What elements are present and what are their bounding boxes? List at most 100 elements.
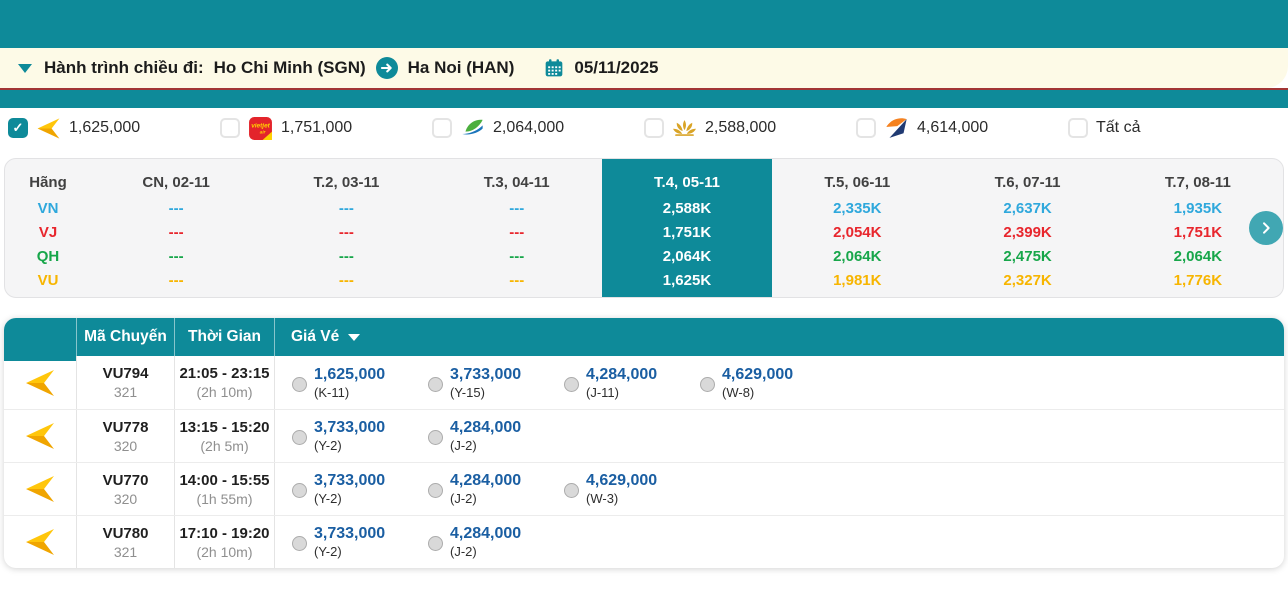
fare-option[interactable]: 4,284,000 (J-2) [428, 472, 564, 506]
checkbox[interactable] [1068, 118, 1088, 138]
fare-option[interactable]: 3,733,000 (Y-15) [428, 366, 564, 400]
fare-price: 3,733,000 [314, 419, 386, 436]
header-tab-extension [4, 356, 76, 361]
matrix-price-selected: 2,588K [662, 200, 712, 217]
matrix-price: --- [168, 248, 184, 265]
fare-class: (J-2) [450, 438, 477, 453]
matrix-header-day-selected[interactable]: T.4, 05-11 [654, 174, 720, 191]
fare-radio[interactable] [564, 483, 579, 498]
matrix-airline-code: VU [37, 272, 59, 289]
filter-vietnam-airlines[interactable]: 2,588,000 [644, 116, 856, 141]
svg-text:air: air [260, 129, 267, 134]
checkbox[interactable] [644, 118, 664, 138]
flight-row: VU780 321 17:10 - 19:20 (2h 10m) 3,733,0… [4, 515, 1284, 568]
flight-duration: (1h 55m) [196, 490, 253, 507]
flight-time: 21:05 - 23:15 [179, 365, 270, 382]
fare-radio[interactable] [428, 376, 443, 392]
vietjet-logo-icon: vietjet air [248, 116, 273, 141]
matrix-price: --- [509, 224, 525, 241]
aircraft-type: 321 [113, 543, 138, 560]
fare-option[interactable]: 1,625,000 (K-11) [292, 366, 428, 400]
fare-radio[interactable] [292, 483, 307, 498]
matrix-header-day[interactable]: CN, 02-11 [142, 174, 210, 191]
matrix-header-day[interactable]: T.2, 03-11 [313, 174, 380, 191]
fare-column-header[interactable]: Giá Vé [274, 318, 1284, 356]
matrix-price: 1,751K [1173, 224, 1223, 241]
checkbox-checked[interactable]: ✓ [8, 118, 28, 138]
journey-date[interactable]: 05/11/2025 [574, 58, 659, 77]
matrix-header-day[interactable]: T.5, 06-11 [824, 174, 891, 191]
top-navigation-bar [0, 0, 1288, 48]
matrix-header-day[interactable]: T.3, 04-11 [483, 174, 550, 191]
fare-radio[interactable] [428, 430, 443, 445]
fare-price: 4,284,000 [450, 419, 522, 436]
vietravel-logo-icon [4, 516, 76, 568]
svg-text:vietjet: vietjet [251, 122, 270, 129]
matrix-price: 2,335K [833, 200, 882, 217]
fare-price: 1,625,000 [314, 365, 386, 383]
fare-option[interactable]: 3,733,000 (Y-2) [292, 525, 428, 559]
fare-radio[interactable] [292, 430, 307, 445]
fare-radio[interactable] [428, 483, 443, 498]
journey-header[interactable]: Hành trình chiều đi: Ho Chi Minh (SGN) H… [0, 48, 1288, 88]
flight-duration: (2h 5m) [200, 437, 249, 454]
airline-column-header [4, 318, 76, 356]
matrix-next-button[interactable] [1249, 211, 1283, 245]
flight-time: 17:10 - 19:20 [179, 524, 270, 542]
filter-pacific[interactable]: 4,614,000 [856, 116, 1068, 141]
sort-chevron-down-icon [348, 333, 361, 341]
filter-vietravel[interactable]: ✓ 1,625,000 [8, 116, 220, 141]
fare-option[interactable]: 4,284,000 (J-2) [428, 419, 564, 453]
fare-class: (J-2) [450, 491, 477, 506]
price-matrix-panel: Hãng CN, 02-11 T.2, 03-11 T.3, 04-11 T.4… [4, 158, 1284, 298]
flight-results-table: Mã Chuyến Thời Gian Giá Vé VU794 321 21:… [4, 318, 1284, 568]
fare-option[interactable]: 3,733,000 (Y-2) [292, 419, 428, 453]
checkbox[interactable] [856, 118, 876, 138]
matrix-header-day[interactable]: T.6, 07-11 [994, 174, 1061, 191]
filter-vietjet[interactable]: vietjet air 1,751,000 [220, 116, 432, 141]
fare-class: (J-11) [586, 384, 619, 400]
matrix-airline-code: QH [36, 248, 60, 265]
matrix-header-day[interactable]: T.7, 08-11 [1164, 174, 1231, 191]
filter-price: 1,625,000 [69, 119, 141, 136]
matrix-price: --- [509, 200, 525, 217]
flight-time: 14:00 - 15:55 [179, 471, 270, 489]
fare-option[interactable]: 4,284,000 (J-11) [564, 366, 700, 400]
fare-radio[interactable] [292, 376, 307, 392]
fare-price: 4,284,000 [586, 365, 658, 383]
vietravel-logo-icon [36, 116, 61, 141]
fare-radio[interactable] [292, 536, 307, 551]
journey-destination: Ha Noi (HAN) [407, 58, 515, 77]
fare-class: (J-2) [450, 544, 477, 559]
filter-price: 1,751,000 [281, 119, 353, 136]
matrix-price: 1,981K [833, 272, 882, 289]
filter-price: 2,064,000 [493, 119, 565, 136]
fare-column-label: Giá Vé [291, 328, 340, 345]
journey-origin: Ho Chi Minh (SGN) [213, 58, 366, 77]
fare-price: 4,629,000 [586, 472, 658, 489]
matrix-price: --- [338, 224, 354, 241]
matrix-price: 2,064K [833, 248, 882, 265]
matrix-price: --- [168, 272, 184, 289]
flight-duration: (2h 10m) [196, 543, 253, 560]
matrix-price: 2,064K [1173, 248, 1223, 265]
filter-all[interactable]: Tất cả [1068, 118, 1280, 138]
checkbox[interactable] [220, 118, 240, 138]
fare-option[interactable]: 3,733,000 (Y-2) [292, 472, 428, 506]
fare-option[interactable]: 4,284,000 (J-2) [428, 525, 564, 559]
aircraft-type: 320 [113, 490, 138, 507]
fare-class: (W-8) [722, 384, 755, 400]
filter-bamboo[interactable]: 2,064,000 [432, 116, 644, 141]
bamboo-logo-icon [460, 116, 485, 141]
matrix-price: --- [338, 248, 354, 265]
fare-class: (K-11) [314, 384, 350, 400]
checkbox[interactable] [432, 118, 452, 138]
fare-radio[interactable] [564, 376, 579, 392]
matrix-airline-code: VJ [38, 224, 58, 241]
fare-option[interactable]: 4,629,000 (W-3) [564, 472, 700, 506]
matrix-price: 2,054K [833, 224, 882, 241]
flight-time: 13:15 - 15:20 [179, 418, 270, 436]
fare-radio[interactable] [700, 376, 715, 392]
fare-option[interactable]: 4,629,000 (W-8) [700, 366, 836, 400]
fare-radio[interactable] [428, 536, 443, 551]
